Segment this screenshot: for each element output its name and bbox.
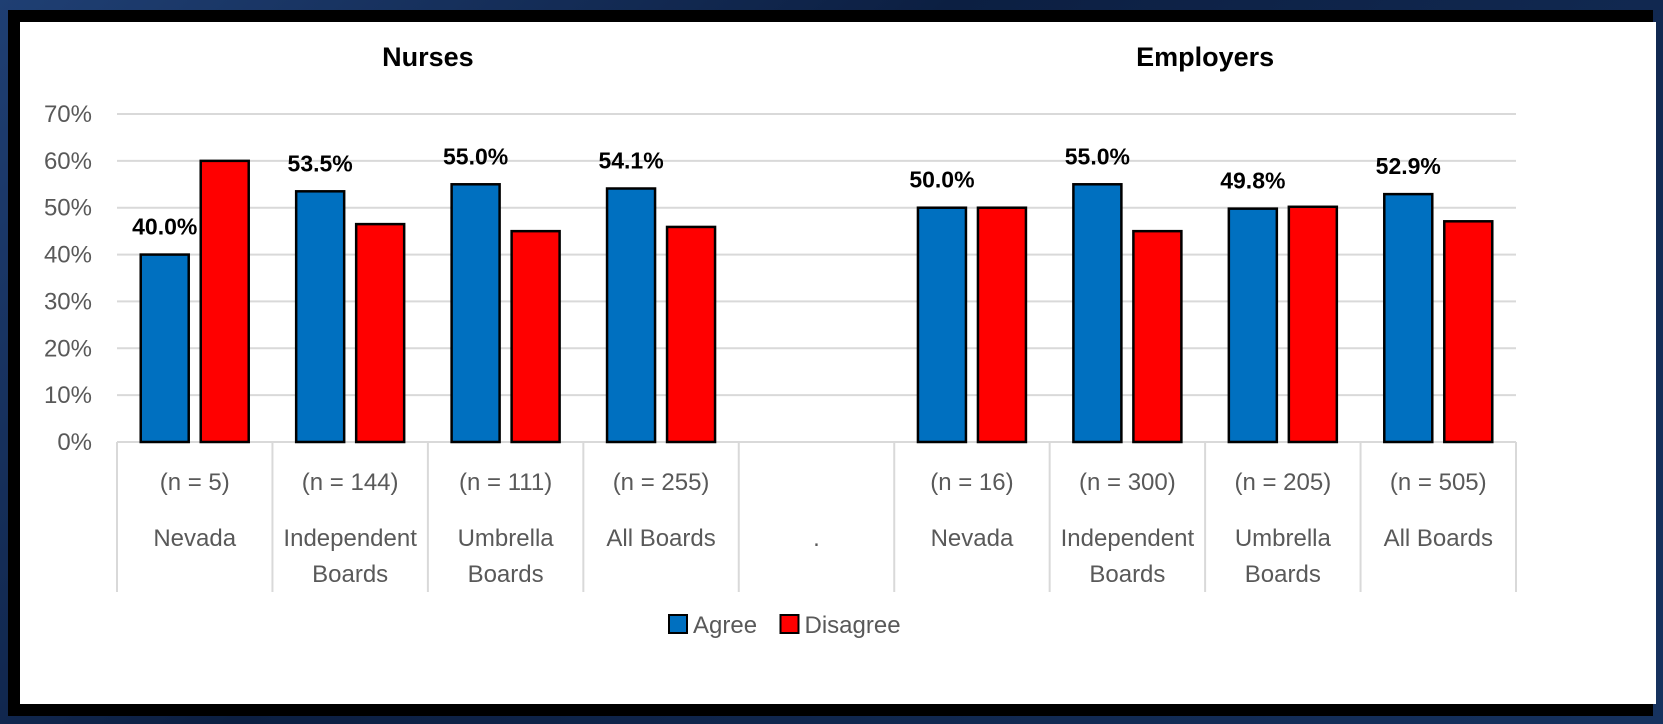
panel-title: Employers <box>1136 42 1274 72</box>
data-label: 40.0% <box>132 214 197 240</box>
category-label: Nevada <box>153 525 236 552</box>
category-label: Boards <box>1245 561 1321 588</box>
category-n-label: (n = 505) <box>1390 469 1487 496</box>
bar-chart: 0%10%20%30%40%50%60%70% (n = 5)Nevada(n … <box>44 42 1517 639</box>
bar-disagree <box>510 229 561 444</box>
bar-disagree <box>976 206 1028 444</box>
category-label: Independent <box>1061 525 1195 552</box>
y-tick-label: 30% <box>44 288 92 315</box>
bar-disagree <box>665 225 717 444</box>
category-label: Boards <box>1089 561 1165 588</box>
y-axis-ticks: 0% 10% 20% 30% 40% 50% 60% 70% <box>44 101 92 456</box>
category-label: Umbrella <box>458 525 555 552</box>
bar-agree <box>1227 207 1279 444</box>
category-label: Boards <box>468 561 544 588</box>
category-n-label: (n = 111) <box>459 469 552 496</box>
y-tick-label: 40% <box>44 242 92 269</box>
y-tick-label: 20% <box>44 335 92 362</box>
y-tick-label: 50% <box>44 195 92 222</box>
bar-agree <box>450 183 501 444</box>
bar-agree <box>1072 183 1123 444</box>
bar-agree <box>916 206 968 444</box>
legend-label: Disagree <box>805 612 901 639</box>
bar-agree <box>139 253 190 444</box>
panel-titles: Nurses Employers <box>382 42 1274 72</box>
category-label: All Boards <box>1384 525 1493 552</box>
category-n-label: (n = 16) <box>930 469 1013 496</box>
y-tick-label: 0% <box>57 429 92 456</box>
legend-swatch-disagree <box>779 614 800 634</box>
bars <box>139 159 1494 444</box>
data-label: 54.1% <box>598 148 663 174</box>
category-label: All Boards <box>606 525 715 552</box>
bar-agree <box>294 190 346 444</box>
bar-disagree <box>1132 229 1183 444</box>
legend-swatch-agree <box>668 614 688 634</box>
bar-disagree <box>1443 220 1494 444</box>
data-label: 55.0% <box>1065 143 1130 169</box>
legend: Agree Disagree <box>668 612 901 639</box>
category-label: Nevada <box>931 525 1014 552</box>
data-label: 49.8% <box>1220 168 1285 194</box>
data-labels: 40.0% 53.5% 55.0% 54.1% 50.0% 55.0% 49.8% 52.9% <box>132 143 1441 239</box>
category-axis: (n = 5) Nevada (n = 144) Independent Boards (… <box>116 442 1517 592</box>
data-label: 52.9% <box>1376 153 1441 179</box>
chart-panel: 0% 10% 20% 30% 40% 50% 60% 70% (n = 5) Nevada (n … <box>20 22 1656 704</box>
category-n-label: (n = 205) <box>1234 469 1331 496</box>
data-label: 50.0% <box>909 167 974 193</box>
category-label: Umbrella <box>1235 525 1332 552</box>
data-label: 53.5% <box>288 150 353 176</box>
y-tick-label: 10% <box>44 382 92 409</box>
gridlines <box>117 113 1516 443</box>
bar-disagree <box>354 222 406 444</box>
category-n-label: (n = 144) <box>302 469 399 496</box>
panel-title: Nurses <box>382 42 474 72</box>
bar-disagree <box>199 159 250 444</box>
legend-label: Agree <box>693 612 757 639</box>
category-label: Independent <box>283 525 417 552</box>
y-tick-label: 60% <box>44 148 92 175</box>
bar-disagree <box>1287 205 1339 444</box>
category-n-label: (n = 255) <box>613 469 710 496</box>
category-n-label: (n = 5) <box>160 469 230 496</box>
bar-agree <box>605 187 657 444</box>
bar-agree <box>1383 192 1434 444</box>
category-label: Boards <box>312 561 388 588</box>
category-label: . <box>813 525 820 552</box>
y-tick-label: 70% <box>44 101 92 128</box>
category-n-label: (n = 300) <box>1079 469 1176 496</box>
data-label: 55.0% <box>443 143 508 169</box>
